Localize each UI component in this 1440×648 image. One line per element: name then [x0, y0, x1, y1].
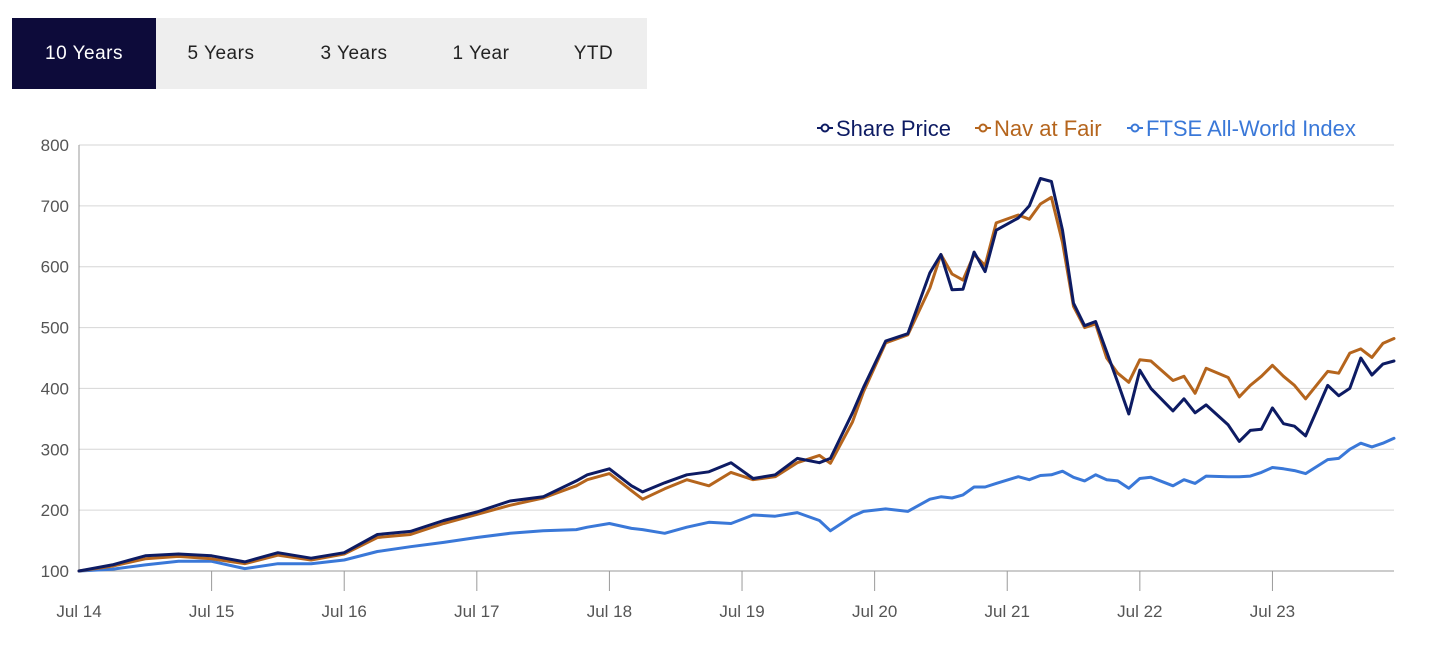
series-line-nav-at-fair — [77, 195, 1396, 573]
y-tick-label: 500 — [41, 319, 69, 338]
y-tick-label: 200 — [41, 501, 69, 520]
tab-ytd[interactable]: YTD — [573, 43, 614, 64]
series-line-share-price — [77, 177, 1396, 573]
x-tick-label: Jul 20 — [852, 602, 897, 621]
series-line-ftse-all-world-index — [77, 436, 1396, 573]
legend-item-share-price[interactable]: Share Price — [817, 116, 951, 141]
tab-5-years[interactable]: 5 Years — [187, 43, 255, 64]
tab-10-years[interactable]: 10 Years — [12, 18, 156, 89]
legend-marker-dot — [820, 123, 830, 133]
y-tick-label: 700 — [41, 197, 69, 216]
legend-marker-dot — [1130, 123, 1140, 133]
x-tick-label: Jul 15 — [189, 602, 234, 621]
legend-marker-dot — [978, 123, 988, 133]
x-tick-label: Jul 16 — [322, 602, 367, 621]
x-tick-label: Jul 17 — [454, 602, 499, 621]
legend-item-nav-at-fair[interactable]: Nav at Fair — [975, 116, 1102, 141]
x-tick-label: Jul 22 — [1117, 602, 1162, 621]
x-tick-label: Jul 18 — [587, 602, 632, 621]
period-tabs: 10 Years 5 Years 3 Years 1 Year YTD — [12, 18, 647, 89]
y-tick-label: 300 — [41, 440, 69, 459]
y-tick-label: 100 — [41, 562, 69, 581]
x-tick-label: Jul 14 — [56, 602, 101, 621]
x-tick-label: Jul 23 — [1250, 602, 1295, 621]
tab-1-year[interactable]: 1 Year — [452, 43, 510, 64]
legend-label: Nav at Fair — [994, 116, 1102, 141]
legend-label: FTSE All-World Index — [1146, 116, 1356, 141]
x-tick-label: Jul 19 — [719, 602, 764, 621]
tab-3-years[interactable]: 3 Years — [320, 43, 388, 64]
y-tick-label: 400 — [41, 379, 69, 398]
legend-label: Share Price — [836, 116, 951, 141]
y-tick-label: 800 — [41, 136, 69, 155]
legend-item-ftse-all-world-index[interactable]: FTSE All-World Index — [1127, 116, 1356, 141]
y-tick-label: 600 — [41, 258, 69, 277]
x-tick-label: Jul 21 — [985, 602, 1030, 621]
